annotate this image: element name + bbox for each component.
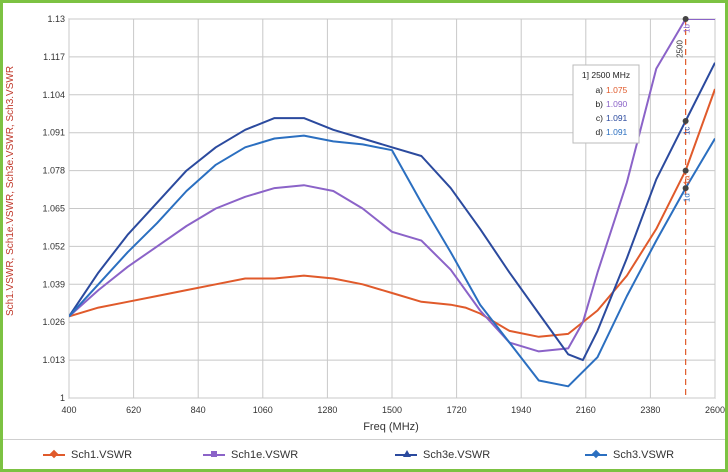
x-tick-label: 1500 [382,405,402,415]
marker-point-label: 1a [683,175,692,184]
x-tick-label: 840 [191,405,206,415]
marker-point-label: 1b [683,24,692,33]
chart-legend: Sch1.VSWR Sch1e.VSWR Sch3e.VSWR Sch3.VSWR [3,439,725,469]
x-axis-label: Freq (MHz) [363,421,419,433]
legend-item: Sch1.VSWR [43,449,132,461]
x-tick-label: 620 [126,405,141,415]
legend-swatch [203,451,225,457]
y-tick-label: 1.117 [43,52,65,62]
legend-swatch [585,449,607,459]
legend-label: Sch3e.VSWR [423,449,491,461]
y-tick-label: 1.091 [42,128,65,138]
y-tick-label: 1.104 [42,90,65,100]
marker-x-label: 2500 [676,40,685,58]
y-tick-label: 1 [60,393,65,403]
marker-readout-box [572,64,640,144]
marker-point [682,185,689,192]
x-tick-label: 1060 [253,405,273,415]
x-tick-label: 2380 [640,405,660,415]
marker-readout-key: a) [595,85,603,95]
legend-item: Sch3.VSWR [585,449,674,461]
series-line [69,88,715,338]
marker-readout-key: d) [595,127,603,137]
series-line [69,19,715,353]
y-axis-label: Sch1.VSWR, Sch1e.VSWR, Sch3e.VSWR, Sch3.… [5,66,16,316]
y-tick-label: 1.065 [42,204,65,214]
marker-point [682,118,689,125]
marker-readout-value: 1.090 [606,99,628,109]
marker-point-label: 1d [683,193,692,202]
series-layer [69,19,715,388]
x-tick-label: 1280 [317,405,337,415]
marker-point-label: 1c [683,127,692,135]
y-tick-label: 1.052 [42,241,65,251]
marker-readout-key: b) [595,99,603,109]
x-tick-label: 2600 [705,405,725,415]
x-tick-label: 1940 [511,405,531,415]
legend-swatch [43,449,65,459]
series-line [69,134,715,388]
y-tick-label: 1.13 [47,14,65,24]
legend-item: Sch1e.VSWR [203,449,298,461]
x-tick-label: 400 [61,405,76,415]
y-tick-label: 1.039 [42,279,65,289]
series-line [69,62,715,362]
axis-labels: 400 620 840 1060 1280 1500 1720 1940 2160 2380 260… [42,14,725,415]
y-tick-label: 1.013 [42,355,65,365]
marker-point [682,167,689,174]
marker-readout-value: 1.075 [606,85,628,95]
marker-readout-title: 1] 2500 MHz [582,70,630,80]
legend-label: Sch1.VSWR [71,449,133,461]
legend-label: Sch3.VSWR [613,449,675,461]
x-tick-label: 2160 [576,405,596,415]
legend-swatch [395,450,417,457]
marker-readout-value: 1.091 [606,113,628,123]
vswr-chart: 400 620 840 1060 1280 1500 1720 1940 2160 2380 260… [5,14,725,433]
x-tick-label: 1720 [447,405,467,415]
y-tick-label: 1.026 [42,317,65,327]
marker-point [682,16,689,22]
marker-readout-key: c) [596,113,603,123]
legend-item: Sch3e.VSWR [395,449,490,461]
marker-readout-value: 1.091 [606,127,628,137]
y-tick-label: 1.078 [42,166,65,176]
legend-label: Sch1e.VSWR [231,449,299,461]
